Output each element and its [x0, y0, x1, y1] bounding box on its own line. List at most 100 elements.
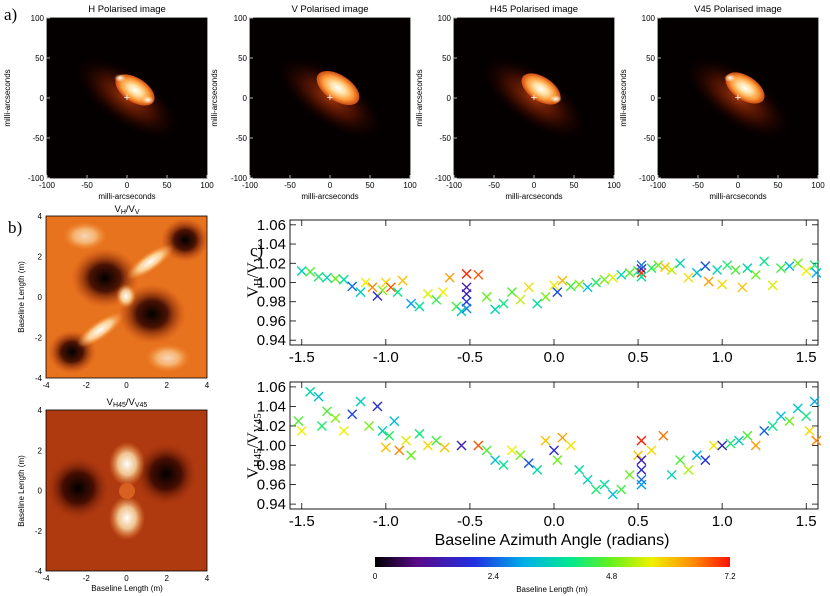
- scatter1-ylabel: VH/VV: [245, 254, 264, 298]
- data-point: [338, 425, 349, 436]
- x-tick-label: 50: [366, 181, 375, 190]
- data-point: [565, 440, 576, 451]
- x-tick-label: -1.0: [373, 349, 399, 366]
- image-ylabel: milli-arcseconds: [619, 69, 628, 126]
- y-tick-label: 1.04: [257, 398, 286, 415]
- x-tick-label: -1.5: [289, 513, 315, 530]
- map-xlabel: Baseline Length (m): [91, 584, 163, 593]
- data-point: [414, 301, 425, 312]
- data-point: [759, 256, 770, 267]
- y-tick-label: -100: [435, 174, 452, 183]
- data-point: [801, 411, 812, 422]
- x-tick-label: 4: [205, 381, 210, 390]
- scatter-plot-vh45-vv45: -1.5 -1.0 -0.5 0.0 0.5 1.0 1.5 0.94 0.96 0.98 1.00…: [257, 379, 822, 530]
- data-point: [636, 455, 647, 466]
- y-tick-label: 1.02: [257, 255, 286, 272]
- data-point: [666, 469, 677, 480]
- colorbar-tick-label: 7.2: [724, 572, 736, 581]
- data-point: [456, 306, 467, 317]
- x-tick-label: -100: [242, 181, 259, 190]
- image-axis-ticks: -100-100-50-50005050100100-100-100-50-50…: [28, 14, 825, 190]
- star-marker: +: [124, 92, 130, 104]
- data-point: [347, 409, 358, 420]
- x-tick-label: 0: [124, 381, 129, 390]
- data-point: [305, 386, 316, 397]
- image-xlabel: milli-arcseconds: [301, 192, 358, 201]
- x-tick-label: -50: [284, 181, 296, 190]
- x-tick-label: -2: [83, 574, 91, 583]
- x-tick-label: 0.0: [544, 349, 565, 366]
- y-tick-label: -2: [35, 334, 43, 343]
- data-point: [490, 455, 501, 466]
- data-point: [733, 435, 744, 446]
- x-tick-label: -1.0: [373, 513, 399, 530]
- data-point: [355, 287, 366, 298]
- data-point: [552, 287, 563, 298]
- image-ylabel: milli-arcseconds: [415, 69, 424, 126]
- y-tick-label: 0: [651, 94, 656, 103]
- y-tick-label: 0.98: [257, 457, 286, 474]
- data-point: [540, 291, 551, 302]
- data-point: [574, 279, 585, 290]
- data-point: [624, 267, 635, 278]
- plot-frame: [289, 381, 819, 510]
- x-tick-label: 0.5: [628, 513, 649, 530]
- data-point: [811, 267, 822, 278]
- data-point: [737, 282, 748, 293]
- data-point: [599, 479, 610, 490]
- map-ylabel: Baseline Length (m): [17, 261, 26, 333]
- data-point: [360, 277, 371, 288]
- data-point: [549, 280, 559, 291]
- y-tick-label: 1.00: [257, 438, 286, 455]
- data-point: [461, 303, 472, 314]
- y-tick-label: 1.04: [257, 236, 286, 253]
- y-tick-label: 0: [38, 293, 43, 302]
- data-point: [659, 262, 670, 273]
- data-point: [730, 265, 741, 275]
- data-point: [599, 274, 610, 285]
- x-tick-label: -50: [81, 181, 93, 190]
- star-marker: +: [735, 92, 741, 104]
- x-tick-label: -4: [42, 574, 50, 583]
- data-point: [401, 435, 412, 446]
- data-point: [703, 276, 714, 287]
- data-point: [532, 464, 543, 475]
- data-point: [683, 464, 694, 475]
- x-tick-label: -50: [692, 181, 704, 190]
- x-tick-label: -100: [446, 181, 463, 190]
- data-point: [338, 274, 349, 285]
- data-point: [776, 411, 787, 422]
- data-point: [377, 425, 388, 436]
- y-tick-label: -100: [231, 174, 248, 183]
- colorbar-tick-label: 0: [373, 572, 378, 581]
- data-point: [498, 460, 509, 471]
- x-tick-label: 1.5: [796, 513, 817, 530]
- image-ylabel: milli-arcseconds: [3, 69, 12, 126]
- data-point: [461, 268, 472, 279]
- data-point: [414, 428, 425, 439]
- map-title: VH45/VV45: [107, 397, 148, 409]
- x-tick-label: 0: [124, 574, 129, 583]
- image-title: V Polarised image: [291, 4, 368, 15]
- y-tick-label: 4: [38, 212, 43, 221]
- data-point: [313, 391, 324, 402]
- data-point: [708, 440, 719, 451]
- data-point: [767, 420, 778, 431]
- panel-label-a: a): [4, 5, 17, 24]
- x-tick-label: 0: [532, 181, 537, 190]
- data-point: [712, 265, 723, 275]
- data-point: [296, 425, 307, 436]
- x-tick-label: 1.0: [712, 513, 733, 530]
- x-tick-label: 50: [570, 181, 579, 190]
- data-point: [801, 265, 812, 276]
- data-point: [624, 469, 635, 480]
- data-point: [506, 287, 517, 298]
- y-tick-label: 0.94: [257, 332, 286, 349]
- data-point: [552, 455, 563, 466]
- y-tick-label: 1.06: [257, 379, 286, 396]
- y-tick-label: 100: [31, 14, 45, 23]
- x-tick-label: 0: [125, 181, 130, 190]
- data-point: [691, 267, 702, 278]
- data-point: [691, 450, 702, 461]
- y-tick-label: 2: [38, 446, 43, 455]
